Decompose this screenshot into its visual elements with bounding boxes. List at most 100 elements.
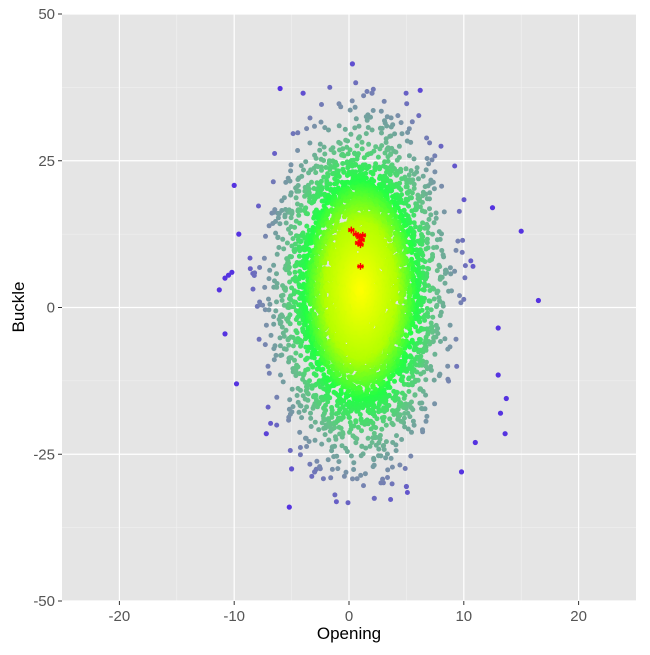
scatter-point: [282, 334, 287, 339]
scatter-point: [288, 193, 293, 198]
scatter-point: [397, 144, 402, 149]
scatter-point: [264, 323, 269, 328]
scatter-point: [387, 416, 392, 421]
scatter-point: [288, 168, 293, 173]
scatter-point: [277, 221, 282, 226]
scatter-point: [326, 438, 331, 443]
scatter-point: [372, 463, 377, 468]
scatter-point: [435, 268, 440, 273]
scatter-point: [424, 335, 429, 340]
scatter-point: [280, 237, 285, 242]
scatter-point: [338, 141, 343, 146]
scatter-point: [432, 186, 437, 191]
scatter-point: [289, 254, 294, 259]
scatter-point: [327, 395, 332, 400]
scatter-point: [284, 221, 289, 226]
scatter-point: [356, 425, 361, 430]
scatter-point: [344, 470, 349, 475]
scatter-point: [308, 116, 313, 121]
scatter-point: [293, 351, 298, 356]
scatter-point: [392, 379, 397, 384]
scatter-point: [363, 471, 368, 476]
scatter-point: [287, 397, 292, 402]
scatter-point: [327, 85, 332, 90]
scatter-point: [413, 392, 418, 397]
scatter-point: [404, 166, 409, 171]
scatter-point: [427, 206, 432, 211]
scatter-point: [384, 140, 389, 145]
scatter-point: [280, 298, 285, 303]
scatter-point: [292, 358, 297, 363]
scatter-point: [314, 372, 319, 377]
scatter-point: [313, 170, 318, 175]
scatter-point: [454, 364, 459, 369]
scatter-point: [395, 158, 400, 163]
scatter-point: [348, 132, 353, 137]
scatter-point: [452, 164, 457, 169]
scatter-point: [434, 211, 439, 216]
scatter-point: [406, 389, 411, 394]
scatter-point: [446, 289, 451, 294]
scatter-point: [304, 404, 309, 409]
scatter-point: [313, 420, 318, 425]
scatter-point: [407, 172, 412, 177]
scatter-point: [262, 285, 267, 290]
scatter-point: [394, 433, 399, 438]
scatter-point: [338, 104, 343, 109]
scatter-point: [448, 323, 453, 328]
scatter-point: [425, 306, 430, 311]
scatter-point: [272, 151, 277, 156]
scatter-point: [284, 328, 289, 333]
scatter-point: [376, 155, 381, 160]
scatter-point: [334, 454, 339, 459]
scatter-point: [370, 435, 375, 440]
scatter-point: [411, 213, 416, 218]
scatter-point: [290, 387, 295, 392]
scatter-point: [337, 174, 342, 179]
scatter-point: [313, 438, 318, 443]
scatter-point: [305, 398, 310, 403]
scatter-point: [257, 265, 262, 270]
scatter-point: [372, 431, 377, 436]
scatter-point: [297, 221, 302, 226]
scatter-point: [385, 475, 390, 480]
scatter-point: [267, 302, 272, 307]
scatter-point: [405, 139, 410, 144]
scatter-point: [441, 252, 446, 257]
scatter-point: [289, 162, 294, 167]
scatter-point: [399, 176, 404, 181]
scatter-point: [287, 271, 292, 276]
scatter-point: [371, 179, 376, 184]
scatter-point: [319, 120, 324, 125]
scatter-point: [416, 196, 421, 201]
scatter-point: [309, 474, 314, 479]
scatter-point: [361, 93, 366, 98]
scatter-point: [432, 401, 437, 406]
scatter-point: [425, 196, 430, 201]
scatter-point: [296, 189, 301, 194]
scatter-point: [359, 416, 364, 421]
scatter-point: [365, 166, 370, 171]
scatter-point: [445, 377, 450, 382]
scatter-point: [388, 497, 393, 502]
scatter-point: [266, 297, 271, 302]
scatter-point: [364, 131, 369, 136]
scatter-point: [298, 353, 303, 358]
scatter-point: [457, 209, 462, 214]
scatter-point: [274, 395, 279, 400]
scatter-point: [427, 140, 432, 145]
scatter-point: [394, 173, 399, 178]
scatter-point: [385, 452, 390, 457]
scatter-point: [421, 287, 426, 292]
scatter-point: [438, 313, 443, 318]
scatter-point: [437, 263, 442, 268]
scatter-point: [390, 440, 395, 445]
scatter-point: [284, 347, 289, 352]
scatter-point: [294, 195, 299, 200]
scatter-point: [295, 130, 300, 135]
scatter-point: [347, 399, 352, 404]
scatter-point: [365, 418, 370, 423]
scatter-point: [280, 314, 285, 319]
scatter-point: [351, 460, 356, 465]
scatter-point: [471, 264, 476, 269]
